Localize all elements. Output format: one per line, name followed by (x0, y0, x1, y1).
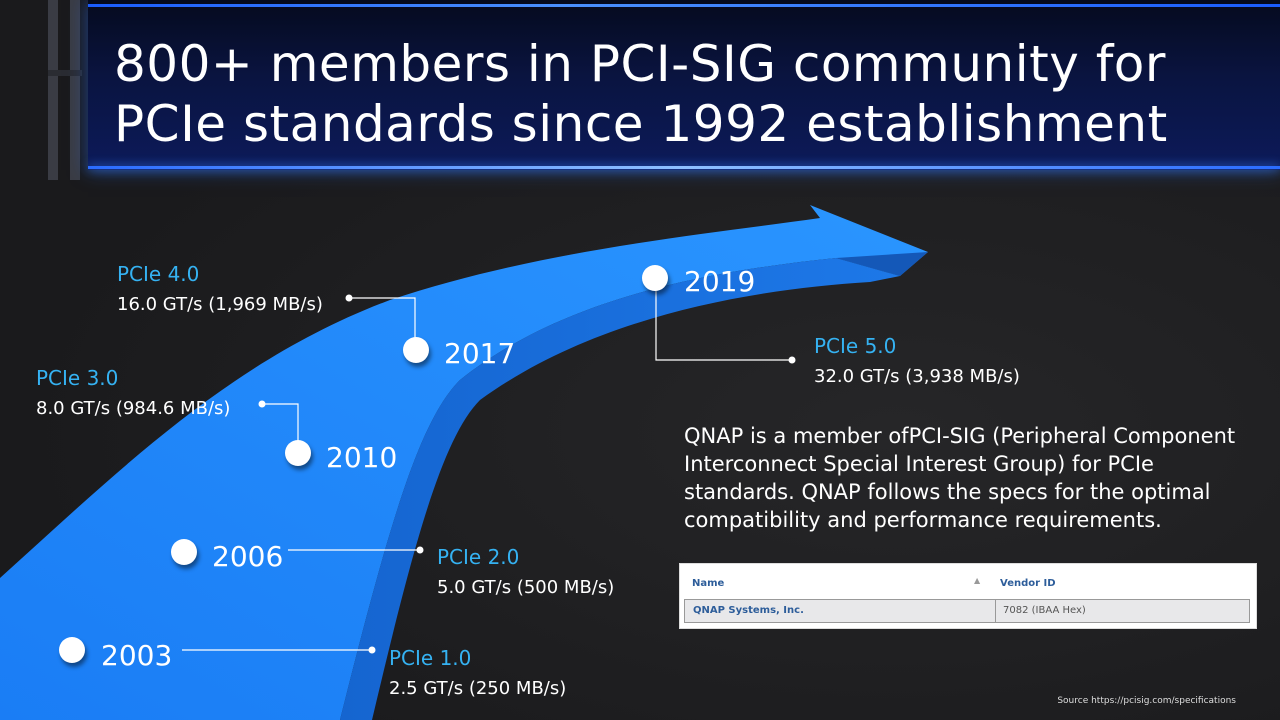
sort-up-icon[interactable]: ▲ (974, 576, 981, 585)
timeline-dot-2003 (59, 637, 85, 663)
title-banner (88, 0, 1280, 170)
timeline-dot-2010 (285, 440, 311, 466)
vendor-table-header: Name ▲ Vendor ID (680, 564, 1256, 600)
gen-pcie-3: PCIe 3.0 (36, 366, 119, 390)
speed-pcie-2: 5.0 GT/s (500 MB/s) (437, 577, 615, 598)
col-vendor-id-header[interactable]: Vendor ID (1000, 578, 1056, 589)
speed-pcie-3: 8.0 GT/s (984.6 MB/s) (36, 398, 231, 419)
timeline-dot-2006 (171, 539, 197, 565)
source-note: Source https://pcisig.com/specifications (1057, 696, 1236, 706)
table-row[interactable]: QNAP Systems, Inc. 7082 (IBAA Hex) (684, 599, 1250, 623)
vendor-table: Name ▲ Vendor ID QNAP Systems, Inc. 7082… (679, 563, 1257, 629)
row-name: QNAP Systems, Inc. (693, 605, 804, 616)
page-title: 800+ members in PCI-SIG community for PC… (114, 35, 1168, 153)
gen-pcie-5: PCIe 5.0 (814, 334, 897, 358)
qnap-description: QNAP is a member ofPCI-SIG (Peripheral C… (684, 424, 1236, 532)
year-2017: 2017 (444, 337, 516, 370)
timeline-dot-2017 (403, 337, 429, 363)
banner-top-line (88, 4, 1280, 7)
gen-pcie-1: PCIe 1.0 (389, 646, 472, 670)
row-vendor-id: 7082 (IBAA Hex) (1003, 605, 1086, 616)
year-2010: 2010 (326, 441, 398, 474)
year-2006: 2006 (212, 540, 284, 573)
timeline-dot-2019 (642, 265, 668, 291)
year-2003: 2003 (101, 639, 173, 672)
gen-pcie-4: PCIe 4.0 (117, 262, 200, 286)
server-rack-decoration (48, 0, 82, 180)
col-name-header[interactable]: Name (692, 578, 725, 589)
gen-pcie-2: PCIe 2.0 (437, 545, 520, 569)
speed-pcie-4: 16.0 GT/s (1,969 MB/s) (117, 294, 323, 315)
speed-pcie-5: 32.0 GT/s (3,938 MB/s) (814, 366, 1020, 387)
speed-pcie-1: 2.5 GT/s (250 MB/s) (389, 678, 567, 699)
year-2019: 2019 (684, 265, 756, 298)
cell-divider (995, 600, 996, 622)
banner-bottom-line (88, 166, 1280, 169)
